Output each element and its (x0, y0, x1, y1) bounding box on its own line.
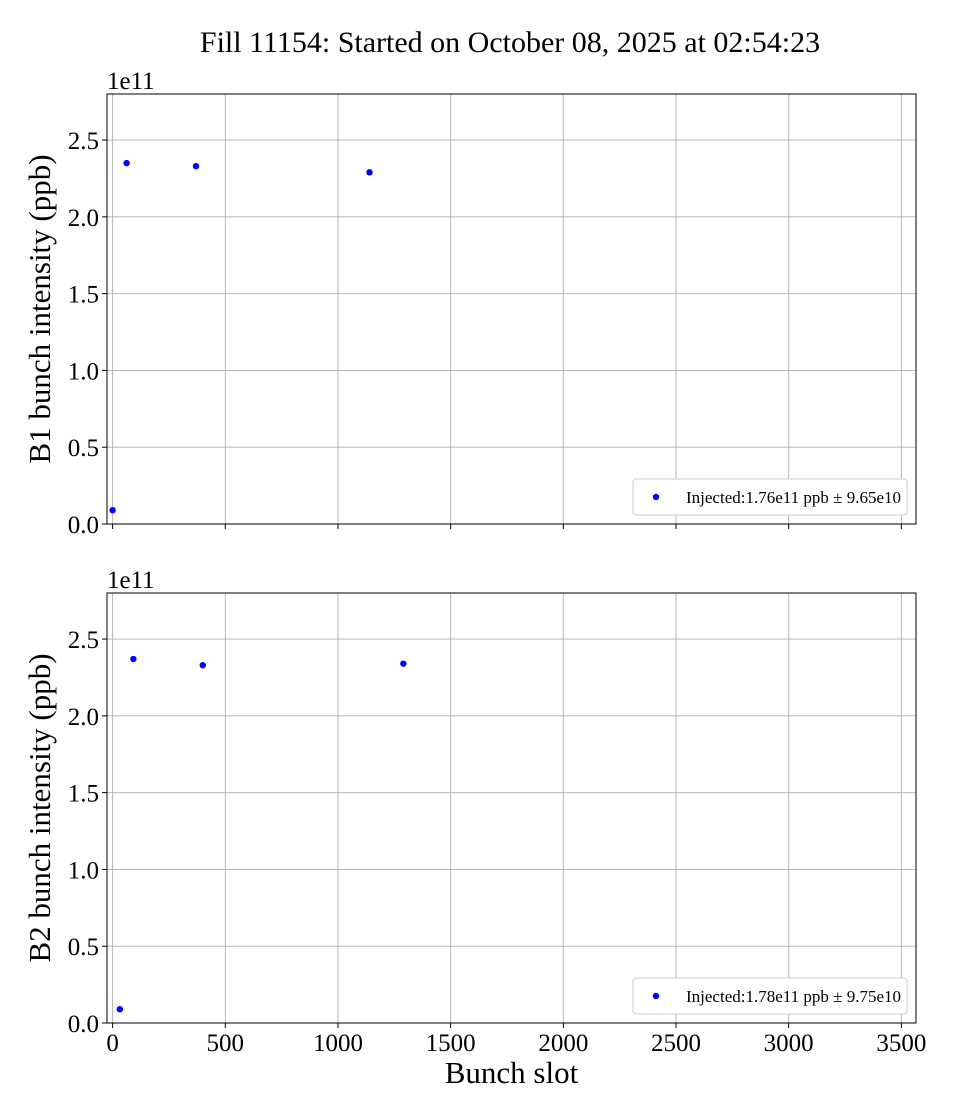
panel-1-data-point (123, 159, 130, 167)
panel-2-data-point (400, 660, 407, 667)
panel-2-ytick-label: 2.5 (68, 627, 99, 654)
panel-1-axes-frame (106, 93, 917, 525)
panel-2-xtick-label: 3500 (876, 1030, 926, 1057)
panel-2-axes-frame (106, 592, 917, 1024)
panel-1-ytick-label: 1.0 (68, 358, 99, 385)
panel-2-xtick-label: 2000 (538, 1030, 588, 1057)
panel-1-offset-label: 1e11 (107, 68, 155, 95)
panel-2-offset-label: 1e11 (107, 567, 155, 594)
panel-1-legend-marker (652, 493, 660, 501)
panel-2-data-point (130, 655, 137, 663)
panel-1-legend-box (632, 478, 908, 516)
panel-2-legend-label: Injected:1.78e11 ppb ± 9.75e10 (686, 987, 901, 1006)
panel-2-xlabel: Bunch slot (445, 1055, 579, 1090)
panel-2-xtick-label: 3000 (764, 1030, 814, 1057)
panel-1-ytick-label: 2.5 (68, 128, 99, 155)
panel-1-legend-label: Injected:1.76e11 ppb ± 9.65e10 (686, 488, 901, 507)
panel-2-legend-marker (652, 992, 660, 1000)
panel-1-ytick-label: 1.5 (68, 282, 99, 309)
panel-2-ytick-label: 2.0 (68, 704, 99, 731)
panel-2-ylabel: B2 bunch intensity (ppb) (22, 653, 57, 962)
panel-1-data-point (109, 506, 116, 514)
panel-2-ytick-label: 0.5 (68, 934, 99, 961)
panel-1-ytick-label: 0.5 (68, 435, 99, 462)
panel-1-ytick-label: 2.0 (68, 205, 99, 232)
panel-2-xtick-label: 1000 (313, 1030, 363, 1057)
panel-1-ytick-label: 0.0 (68, 512, 99, 539)
panel-2-legend-box (632, 977, 908, 1015)
panel-1-ylabel: B1 bunch intensity (ppb) (22, 154, 57, 463)
panel-2-xtick-label: 500 (207, 1030, 245, 1057)
panel-2-xtick-label: 2500 (651, 1030, 701, 1057)
panel-2-xtick-label: 0 (106, 1030, 119, 1057)
panel-2-ytick-label: 1.5 (68, 781, 99, 808)
panel-1-data-point (366, 169, 373, 176)
chart-title: Fill 11154: Started on October 08, 2025 … (200, 26, 820, 59)
panel-2-xtick-label: 1500 (426, 1030, 476, 1057)
panel-1-data-point (192, 162, 200, 170)
panel-2-ytick-label: 1.0 (68, 857, 99, 884)
panel-2-data-point (116, 1005, 124, 1013)
panel-2-ytick-label: 0.0 (68, 1011, 99, 1038)
panel-2-data-point (199, 661, 206, 669)
